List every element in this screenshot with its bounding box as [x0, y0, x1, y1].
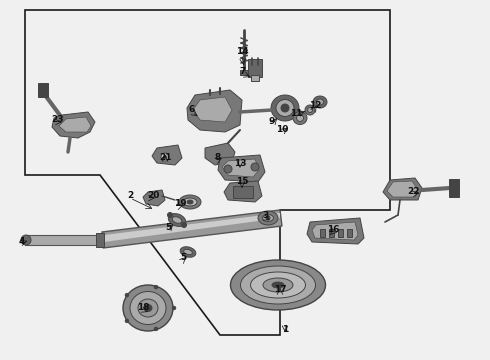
Ellipse shape [258, 211, 278, 225]
Polygon shape [102, 210, 282, 248]
Ellipse shape [154, 285, 158, 289]
Text: 19: 19 [173, 199, 186, 208]
Ellipse shape [317, 99, 323, 105]
Ellipse shape [296, 114, 303, 122]
Text: 4: 4 [19, 238, 25, 247]
Ellipse shape [184, 249, 193, 255]
Text: 18: 18 [137, 303, 149, 312]
Text: 2: 2 [127, 190, 133, 199]
FancyBboxPatch shape [38, 83, 48, 97]
Polygon shape [218, 155, 265, 182]
Polygon shape [52, 112, 95, 138]
Polygon shape [143, 190, 165, 206]
FancyBboxPatch shape [25, 235, 101, 245]
Ellipse shape [224, 165, 232, 173]
FancyBboxPatch shape [338, 229, 343, 237]
Ellipse shape [272, 282, 284, 288]
Ellipse shape [305, 105, 315, 115]
Polygon shape [312, 222, 358, 240]
Ellipse shape [168, 213, 186, 226]
Ellipse shape [180, 247, 196, 257]
Text: 13: 13 [234, 159, 246, 168]
FancyBboxPatch shape [96, 233, 104, 247]
Ellipse shape [164, 156, 167, 158]
Ellipse shape [125, 293, 129, 297]
Polygon shape [187, 90, 242, 132]
Ellipse shape [168, 212, 172, 217]
Polygon shape [205, 143, 235, 165]
Ellipse shape [230, 260, 325, 310]
Polygon shape [307, 218, 364, 244]
Ellipse shape [263, 215, 273, 221]
Ellipse shape [172, 306, 176, 310]
Text: 12: 12 [309, 102, 321, 111]
Ellipse shape [130, 292, 166, 324]
Polygon shape [222, 159, 259, 177]
FancyBboxPatch shape [240, 69, 248, 75]
Text: 20: 20 [147, 192, 159, 201]
Text: 8: 8 [215, 153, 221, 162]
Text: 1: 1 [282, 325, 288, 334]
Polygon shape [383, 178, 422, 200]
Text: 17: 17 [274, 285, 286, 294]
Text: 6: 6 [189, 105, 195, 114]
Text: 11: 11 [290, 108, 302, 117]
Ellipse shape [251, 163, 259, 171]
Text: 16: 16 [327, 225, 339, 234]
Ellipse shape [276, 99, 294, 117]
Ellipse shape [250, 272, 305, 298]
Ellipse shape [21, 235, 31, 245]
Ellipse shape [144, 305, 152, 311]
Ellipse shape [293, 112, 307, 125]
Ellipse shape [281, 104, 289, 112]
FancyBboxPatch shape [251, 75, 259, 81]
Ellipse shape [181, 222, 187, 228]
Text: 15: 15 [236, 177, 248, 186]
Polygon shape [104, 213, 280, 242]
Text: 5: 5 [165, 224, 171, 233]
Ellipse shape [187, 200, 193, 204]
Ellipse shape [172, 217, 182, 223]
Ellipse shape [266, 216, 270, 220]
FancyBboxPatch shape [248, 59, 262, 77]
FancyBboxPatch shape [449, 179, 459, 197]
Polygon shape [152, 145, 182, 165]
Ellipse shape [161, 153, 169, 161]
Ellipse shape [179, 195, 201, 209]
Text: 10: 10 [276, 126, 288, 135]
Ellipse shape [263, 278, 293, 292]
Ellipse shape [125, 319, 129, 323]
Polygon shape [224, 181, 262, 202]
Text: 9: 9 [269, 117, 275, 126]
Text: 3: 3 [262, 211, 268, 220]
Polygon shape [59, 117, 91, 132]
Ellipse shape [183, 198, 197, 206]
Ellipse shape [138, 299, 158, 317]
Text: 5: 5 [180, 253, 186, 262]
Text: 14: 14 [236, 48, 248, 57]
Ellipse shape [154, 327, 158, 331]
Ellipse shape [241, 266, 316, 304]
FancyBboxPatch shape [233, 186, 253, 198]
FancyBboxPatch shape [328, 229, 334, 237]
Ellipse shape [123, 285, 173, 331]
Ellipse shape [271, 95, 299, 121]
Ellipse shape [313, 96, 327, 108]
Text: 23: 23 [51, 116, 63, 125]
Text: 21: 21 [159, 153, 171, 162]
Polygon shape [387, 181, 418, 197]
Text: 7: 7 [240, 68, 246, 77]
Ellipse shape [308, 108, 313, 112]
FancyBboxPatch shape [346, 229, 351, 237]
Text: 22: 22 [407, 188, 419, 197]
FancyBboxPatch shape [319, 229, 324, 237]
Polygon shape [193, 97, 232, 122]
